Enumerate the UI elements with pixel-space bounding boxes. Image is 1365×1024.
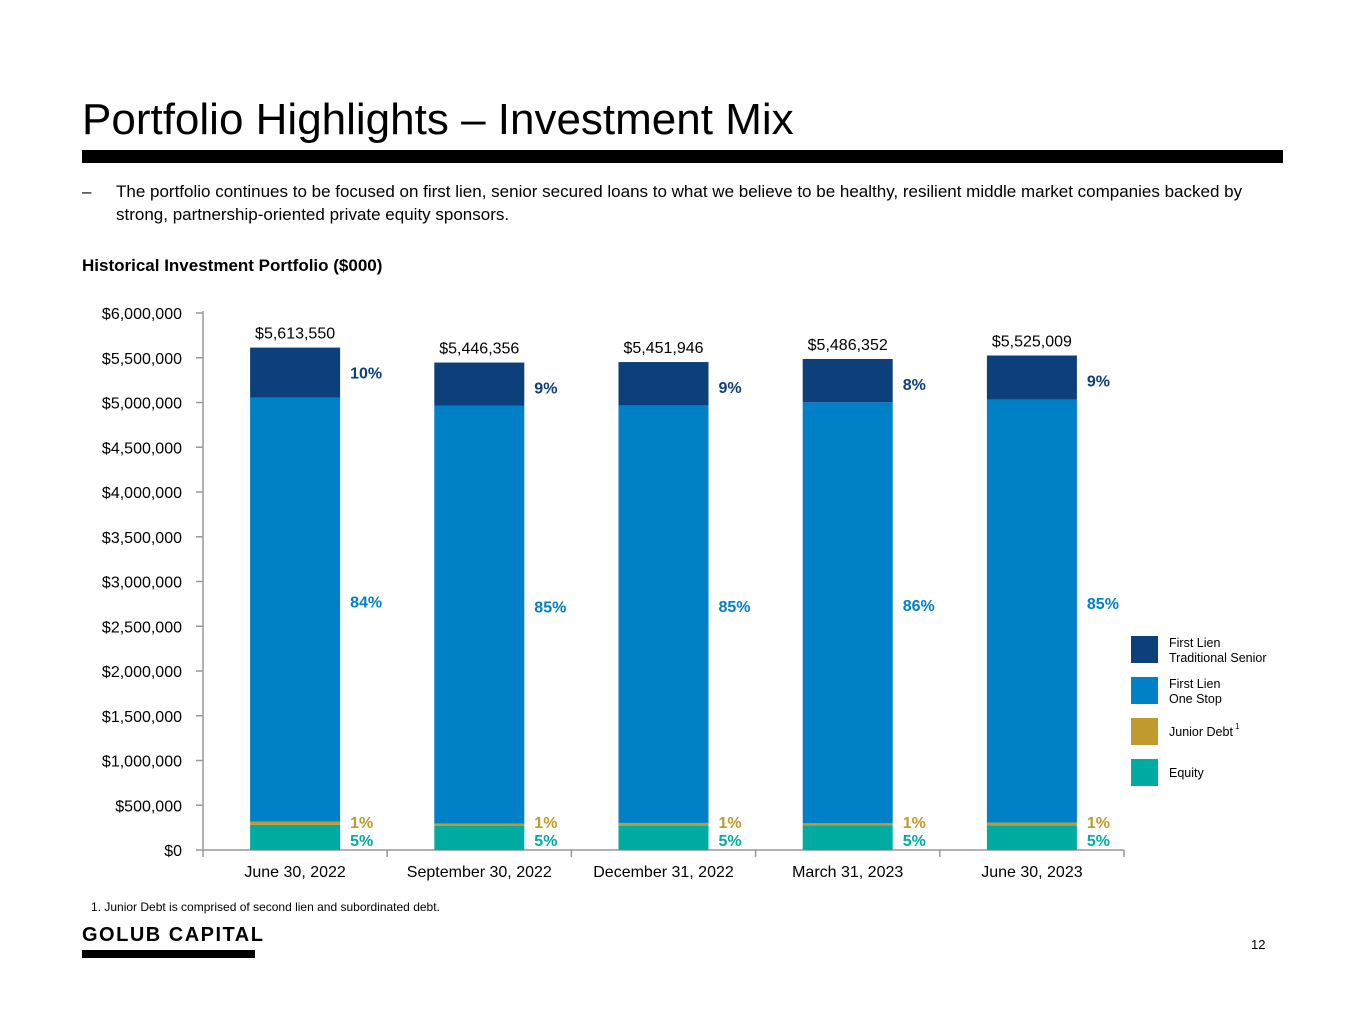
bar-segment [618,825,709,850]
percent-label-junior-debt: 1% [1087,815,1110,832]
stacked-bar-chart: $0 $500,000 $1,000,000 $1,500,000 $2,000,000… [102,306,1267,881]
bar-total-label: $5,451,946 [623,340,703,357]
page-title: Portfolio Highlights – Investment Mix [82,95,794,144]
bar-segment [986,825,1077,850]
percent-label-one-stop: 85% [1087,596,1119,613]
legend-label: Traditional Senior [1169,651,1267,665]
y-tick-label: $5,500,000 [102,351,182,368]
percent-label-one-stop: 85% [719,599,751,616]
y-tick-label: $3,000,000 [102,575,182,592]
bar-total-label: $5,613,550 [255,326,335,343]
x-tick-label: December 31, 2022 [593,864,734,881]
bullet-point: – The portfolio continues to be focused … [82,180,1262,226]
bullet-text: The portfolio continues to be focused on… [116,182,1243,224]
legend-swatch [1131,718,1158,745]
percent-label-one-stop: 86% [903,598,935,615]
x-tick-label: March 31, 2023 [792,864,903,881]
title-rule [82,150,1283,163]
percent-label-traditional-senior: 8% [903,377,926,394]
bar-segment [250,347,341,398]
percent-label-equity: 5% [1087,833,1110,850]
y-tick-label: $4,000,000 [102,485,182,502]
bar-segment [618,822,709,826]
bullet-marker: – [82,182,92,201]
percent-label-junior-debt: 1% [903,815,926,832]
percent-label-one-stop: 84% [350,595,382,612]
bar-total-label: $5,446,356 [439,341,519,358]
y-tick-label: $2,000,000 [102,664,182,681]
percent-label-traditional-senior: 9% [534,381,557,398]
bar-segment [802,823,893,826]
legend-label: One Stop [1169,692,1222,706]
y-tick-label: $4,500,000 [102,440,182,457]
bar-total-label: $5,525,009 [992,334,1072,351]
x-tick-label: June 30, 2023 [981,864,1083,881]
legend-label: Equity [1169,766,1204,780]
percent-label-junior-debt: 1% [719,815,742,832]
bar-segment [434,405,525,824]
bar-total-label: $5,486,352 [808,337,888,354]
y-tick-label: $1,000,000 [102,754,182,771]
legend-label: Junior Debt [1169,725,1233,739]
percent-label-one-stop: 85% [534,600,566,617]
bar-segment [250,397,341,822]
percent-label-traditional-senior: 9% [719,380,742,397]
percent-label-traditional-senior: 10% [350,366,382,383]
y-tick-label: $500,000 [115,798,182,815]
legend-label: First Lien [1169,636,1220,650]
percent-label-equity: 5% [350,833,373,850]
y-tick-label: $5,000,000 [102,396,182,413]
percent-label-equity: 5% [719,833,742,850]
x-tick-label: September 30, 2022 [407,864,552,881]
y-tick-label: $6,000,000 [102,306,182,323]
bar-segment [434,362,525,406]
bar-segment [618,405,709,823]
percent-label-equity: 5% [903,833,926,850]
legend-swatch [1131,636,1158,663]
bar-segment [986,355,1077,400]
footnote: 1. Junior Debt is comprised of second li… [91,900,440,914]
bar-segment [802,358,893,403]
bar-segment [802,825,893,850]
y-tick-label: $0 [164,843,182,860]
logo-rule [82,950,255,958]
legend-label: First Lien [1169,677,1220,691]
bar-segment [986,399,1077,823]
percent-label-junior-debt: 1% [534,815,557,832]
golub-capital-logo: GOLUB CAPITAL [82,924,265,946]
page-number: 12 [1251,937,1266,952]
bar-segment [986,822,1077,826]
legend-swatch [1131,759,1158,786]
bar-segment [802,402,893,824]
bar-segment [250,824,341,850]
y-tick-label: $3,500,000 [102,530,182,547]
bar-segment [434,823,525,826]
bar-segment [250,821,341,825]
percent-label-traditional-senior: 9% [1087,374,1110,391]
bar-segment [434,825,525,850]
legend-swatch [1131,677,1158,704]
percent-label-equity: 5% [534,833,557,850]
y-tick-label: $1,500,000 [102,709,182,726]
y-tick-label: $2,500,000 [102,619,182,636]
chart-heading: Historical Investment Portfolio ($000) [82,256,383,275]
legend-superscript: 1 [1235,722,1240,731]
bar-segment [618,362,709,406]
percent-label-junior-debt: 1% [350,815,373,832]
x-tick-label: June 30, 2022 [244,864,346,881]
